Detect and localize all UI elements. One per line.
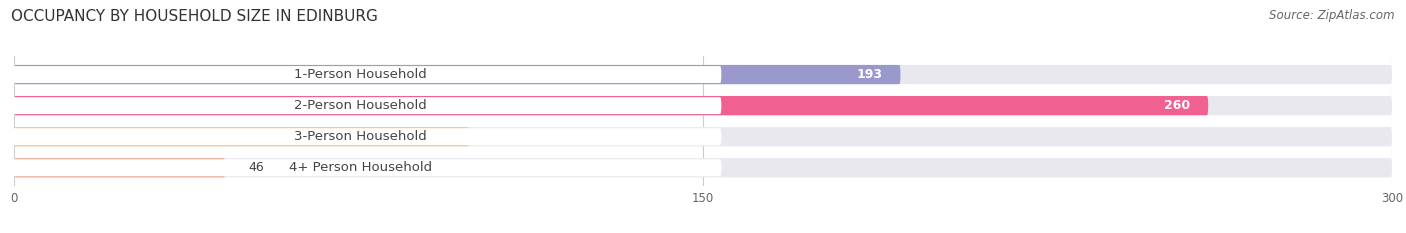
FancyBboxPatch shape [10,159,721,176]
FancyBboxPatch shape [14,127,1392,146]
Text: OCCUPANCY BY HOUSEHOLD SIZE IN EDINBURG: OCCUPANCY BY HOUSEHOLD SIZE IN EDINBURG [11,9,378,24]
FancyBboxPatch shape [14,127,468,146]
Text: Source: ZipAtlas.com: Source: ZipAtlas.com [1270,9,1395,22]
Text: 1-Person Household: 1-Person Household [294,68,427,81]
Text: 2-Person Household: 2-Person Household [294,99,427,112]
Text: 46: 46 [249,161,264,174]
FancyBboxPatch shape [14,96,1392,115]
FancyBboxPatch shape [14,65,1392,84]
Text: 260: 260 [1164,99,1189,112]
FancyBboxPatch shape [10,66,721,83]
Text: 3-Person Household: 3-Person Household [294,130,427,143]
FancyBboxPatch shape [10,128,721,145]
FancyBboxPatch shape [14,158,1392,177]
Text: 193: 193 [856,68,882,81]
FancyBboxPatch shape [14,65,900,84]
FancyBboxPatch shape [14,96,1208,115]
FancyBboxPatch shape [10,97,721,114]
Text: 4+ Person Household: 4+ Person Household [290,161,433,174]
Text: 99: 99 [433,130,450,143]
FancyBboxPatch shape [14,158,225,177]
